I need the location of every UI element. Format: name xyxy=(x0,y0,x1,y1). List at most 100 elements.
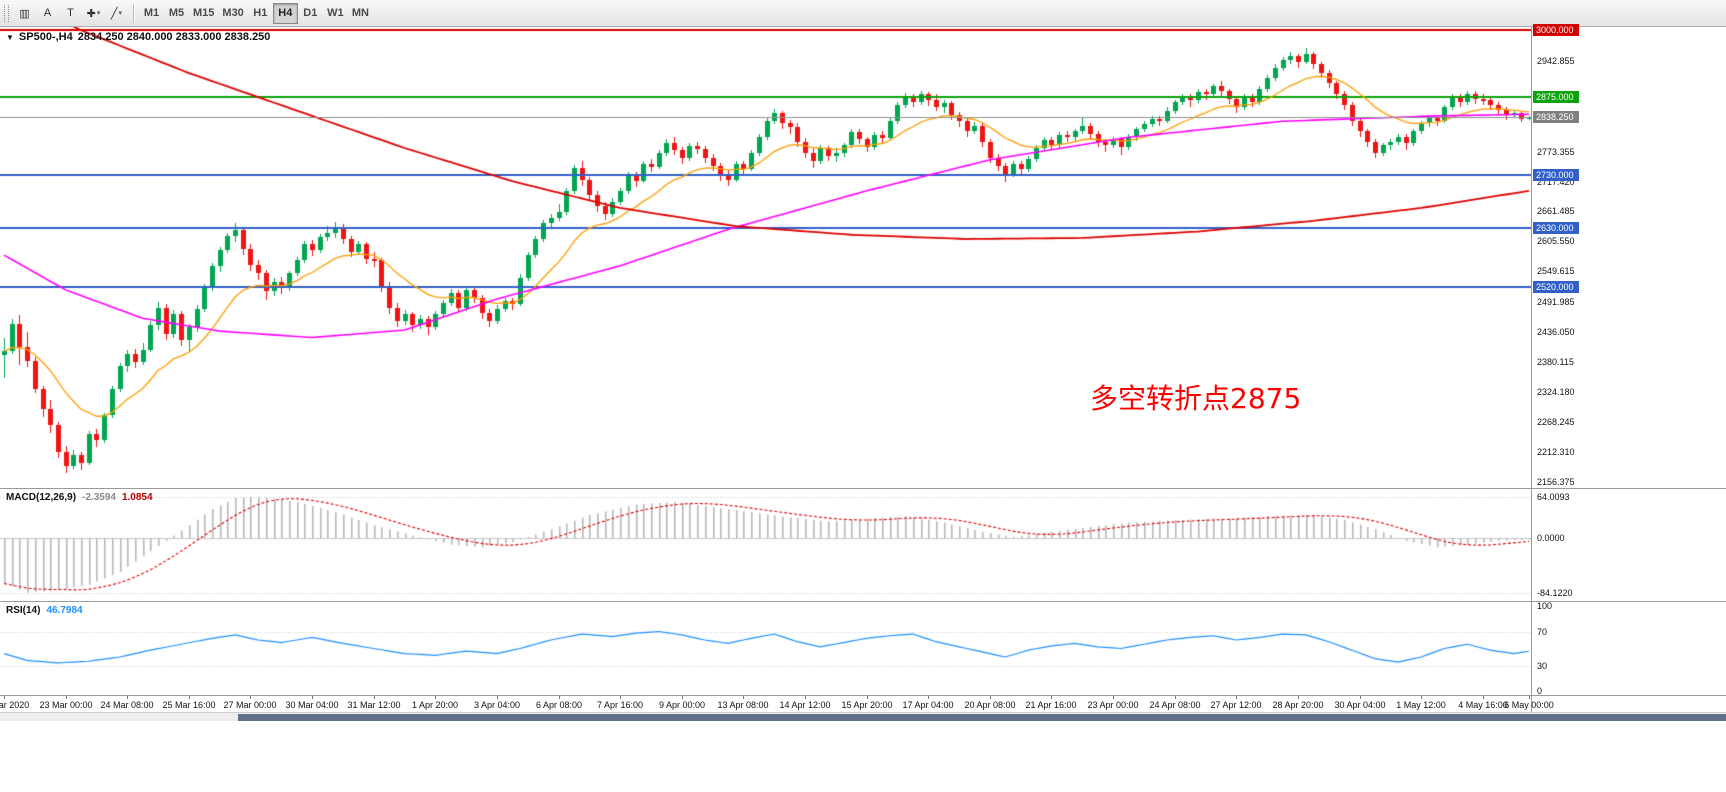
time-tick xyxy=(127,696,128,699)
timeframe-button-m1[interactable]: M1 xyxy=(139,3,164,24)
toolbar-grip[interactable] xyxy=(4,4,9,22)
price-axis-label: 2324.180 xyxy=(1537,387,1575,398)
price-axis-label: 2773.355 xyxy=(1537,146,1575,157)
macd-panel-canvas[interactable] xyxy=(0,489,1531,601)
time-axis-label: 24 Mar 08:00 xyxy=(100,700,154,710)
price-axis-label: 2380.115 xyxy=(1537,357,1574,368)
chart-symbol-period: SP500-,H4 xyxy=(18,31,73,43)
toolbar-separator xyxy=(133,3,134,23)
timeframe-button-h1[interactable]: H1 xyxy=(248,3,273,24)
price-axis-label: 2156.375 xyxy=(1537,476,1575,487)
rsi-value: 46.7984 xyxy=(46,605,83,616)
timeframe-button-h4[interactable]: H4 xyxy=(272,2,298,24)
time-tick xyxy=(805,696,806,699)
chevron-down-icon: ▾ xyxy=(96,10,101,17)
timeframe-button-d1[interactable]: D1 xyxy=(298,3,323,24)
time-tick xyxy=(1236,696,1237,699)
price-tag-2730.000: 2730.000 xyxy=(1533,168,1579,181)
time-axis-label: 28 Apr 20:00 xyxy=(1272,700,1324,710)
time-axis-label: 1 May 12:00 xyxy=(1396,700,1446,710)
rsi-axis-label: 30 xyxy=(1537,660,1548,671)
timeframe-button-group: M1 M5 M15 M30 H1 H4 D1 W1 MN xyxy=(139,2,373,24)
macd-signal-value: 1.0854 xyxy=(121,492,153,503)
macd-name: MACD(12,26,9) xyxy=(6,492,77,503)
charts-group-icon: ▥ xyxy=(19,7,30,20)
time-axis-label: 3 Apr 04:00 xyxy=(473,700,521,710)
chevron-down-icon: ▾ xyxy=(118,10,123,17)
time-axis-label: 6 May 00:00 xyxy=(1504,700,1554,710)
time-axis-label: 7 Apr 16:00 xyxy=(596,700,644,710)
scrollbar-thumb[interactable] xyxy=(238,714,1726,721)
time-tick xyxy=(189,696,190,699)
time-axis[interactable]: 19 Mar 2020 23 Mar 00:00 24 Mar 08:00 25 Ma… xyxy=(0,696,1726,712)
price-axis-label: 2491.985 xyxy=(1537,297,1575,308)
toolbar-button-line-studies[interactable]: ╱ ▾ xyxy=(105,3,128,24)
macd-main-value: -2.3594 xyxy=(82,492,116,503)
rsi-label: RSI(14) 46.7984 xyxy=(6,605,83,616)
panel-separator[interactable] xyxy=(0,488,1726,489)
timeframe-button-m30[interactable]: M30 xyxy=(218,3,247,24)
timeframe-button-w1[interactable]: W1 xyxy=(323,3,348,24)
price-axis-label: 2717.420 xyxy=(1537,176,1575,187)
timeframe-button-m15[interactable]: M15 xyxy=(189,3,218,24)
time-tick xyxy=(497,696,498,699)
line-studies-icon: ╱ xyxy=(110,7,118,20)
time-axis-label: 19 Mar 2020 xyxy=(0,700,30,710)
price-axis-label: 2549.615 xyxy=(1537,266,1575,277)
timeframe-button-mn[interactable]: MN xyxy=(348,3,373,24)
panel-separator xyxy=(0,695,1726,696)
time-tick xyxy=(1298,696,1299,699)
rsi-name: RSI(14) xyxy=(6,605,41,616)
time-tick xyxy=(990,696,991,699)
panel-separator[interactable] xyxy=(0,601,1726,602)
price-axis-label: 2661.485 xyxy=(1537,206,1575,217)
time-axis-label: 25 Mar 16:00 xyxy=(162,700,216,710)
time-axis-label: 23 Apr 00:00 xyxy=(1087,700,1139,710)
main-chart-canvas[interactable] xyxy=(0,27,1531,488)
time-axis-label: 15 Apr 20:00 xyxy=(841,700,893,710)
text-tool-icon: T xyxy=(67,7,74,19)
rsi-axis-label: 70 xyxy=(1537,626,1548,637)
time-axis-label: 1 Apr 20:00 xyxy=(411,700,459,710)
time-axis-label: 21 Apr 16:00 xyxy=(1025,700,1077,710)
toolbar-button-text-tool[interactable]: T xyxy=(59,3,82,24)
time-tick xyxy=(1113,696,1114,699)
macd-axis-label: -84.1220 xyxy=(1537,587,1573,598)
time-tick xyxy=(682,696,683,699)
time-tick xyxy=(1175,696,1176,699)
macd-axis-label: 64.0093 xyxy=(1537,491,1570,502)
price-axis-label: 2268.245 xyxy=(1537,417,1575,427)
price-tag-2875.000: 2875.000 xyxy=(1533,91,1579,104)
horizontal-scrollbar[interactable] xyxy=(0,712,1726,721)
chart-ohlc-values: 2834.250 2840.000 2833.000 2838.250 xyxy=(77,31,271,43)
time-tick xyxy=(1421,696,1422,699)
time-tick xyxy=(743,696,744,699)
chart-title: ▼ SP500-,H4 2834.250 2840.000 2833.000 2… xyxy=(6,31,270,43)
toolbar-button-font-a-tool[interactable]: A xyxy=(36,3,59,24)
rsi-axis-label: 100 xyxy=(1537,601,1553,611)
price-axis-label: 2212.310 xyxy=(1537,446,1575,457)
price-axis-label: 2436.050 xyxy=(1537,327,1575,338)
time-tick xyxy=(1360,696,1361,699)
symbol-dropdown-icon[interactable]: ▼ xyxy=(6,32,14,42)
timeframe-button-m5[interactable]: M5 xyxy=(164,3,189,24)
rsi-axis[interactable]: 100 70 30 0 xyxy=(1532,601,1726,696)
toolbar-button-charts-group[interactable]: ▥ xyxy=(13,3,36,24)
time-tick xyxy=(1051,696,1052,699)
axis-separator xyxy=(1531,27,1532,712)
price-axis[interactable]: 2942.855 2773.355 2717.420 2661.485 2605.550… xyxy=(1532,24,1726,488)
time-axis-label: 14 Apr 12:00 xyxy=(779,700,831,710)
price-tag-2630.000: 2630.000 xyxy=(1533,222,1579,235)
text-annotation[interactable]: 多空转折点2875 xyxy=(1090,382,1302,415)
time-tick xyxy=(374,696,375,699)
macd-axis-label: 0.0000 xyxy=(1537,533,1565,544)
macd-axis[interactable]: 64.0093 0.0000 -84.1220 xyxy=(1532,489,1726,601)
price-tag-2838.250: 2838.250 xyxy=(1533,110,1579,123)
crosshair-tool-icon: ✚ xyxy=(86,7,96,20)
time-axis-label: 6 Apr 08:00 xyxy=(535,700,583,710)
time-tick xyxy=(559,696,560,699)
toolbar-button-crosshair-tool[interactable]: ✚ ▾ xyxy=(82,3,105,24)
rsi-panel-canvas[interactable] xyxy=(0,602,1531,695)
time-tick xyxy=(66,696,67,699)
